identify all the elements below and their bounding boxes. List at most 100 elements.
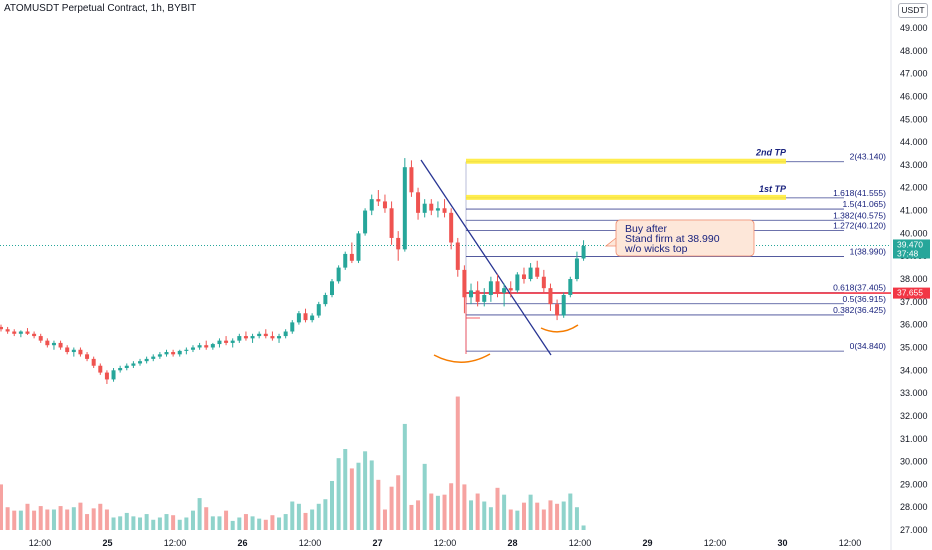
x-tick-label: 12:00	[299, 538, 322, 548]
candle-body	[574, 258, 579, 280]
candle-body	[555, 304, 560, 316]
volume-bar	[104, 509, 109, 530]
volume-bar	[449, 483, 454, 530]
candle-body	[138, 361, 143, 364]
y-tick-label: 42.000	[900, 183, 928, 193]
candle-body	[91, 358, 96, 366]
volume-bar	[508, 509, 513, 530]
candle-body	[164, 352, 169, 355]
candle-body	[376, 199, 381, 202]
x-tick-label: 12:00	[434, 538, 457, 548]
candle-body	[455, 242, 460, 270]
volume-bar	[257, 518, 262, 530]
candle-body	[250, 336, 255, 339]
volume-bar	[283, 514, 288, 530]
candle-body	[429, 203, 434, 211]
volume-bar	[396, 475, 401, 530]
candle-body	[171, 352, 176, 355]
x-tick-label: 25	[102, 538, 112, 548]
volume-bar	[515, 510, 520, 530]
candle-body	[502, 288, 507, 293]
volume-bar	[270, 515, 275, 530]
candle-body	[363, 210, 368, 234]
volume-bar	[204, 507, 209, 530]
candle-body	[336, 267, 341, 282]
candle-body	[263, 333, 268, 337]
x-tick-label: 12:00	[704, 538, 727, 548]
volume-bar	[91, 508, 96, 530]
fib-level-label: 1(38.990)	[850, 246, 887, 256]
candle-body	[521, 274, 526, 280]
candle-body	[151, 356, 156, 359]
candle-body	[442, 208, 447, 213]
volume-bar	[488, 507, 493, 530]
fib-level-label: 0.618(37.405)	[833, 283, 886, 293]
last-price-tag	[893, 239, 930, 259]
volume-bar	[382, 509, 387, 530]
y-tick-label: 27.000	[900, 525, 928, 535]
volume-bar	[124, 512, 129, 530]
volume-bar	[482, 501, 487, 530]
fib-level-label: 2(43.140)	[850, 152, 887, 162]
volume-bar	[210, 516, 215, 530]
volume-bar	[356, 462, 361, 530]
volume-bar	[18, 510, 23, 530]
candle-body	[65, 347, 70, 353]
y-tick-label: 41.000	[900, 206, 928, 216]
candle-body	[210, 344, 215, 348]
callout-box	[615, 219, 755, 257]
candle-body	[290, 322, 295, 332]
volume-bar	[389, 486, 394, 530]
x-tick-label: 30	[777, 538, 787, 548]
fib-level-label: 0(34.840)	[850, 341, 887, 351]
volume-bar	[45, 509, 50, 530]
volume-bar	[98, 503, 103, 530]
volume-bar	[323, 499, 328, 530]
candle-body	[541, 276, 546, 289]
candle-body	[581, 245, 586, 259]
volume-bar	[290, 501, 295, 530]
x-tick-label: 28	[507, 538, 517, 548]
candle-body	[71, 349, 76, 353]
tp-band	[466, 194, 786, 200]
candle-body	[0, 326, 3, 330]
y-tick-label: 45.000	[900, 114, 928, 124]
candle-body	[118, 368, 123, 371]
currency-button[interactable]: USDT	[898, 3, 928, 18]
volume-bar	[363, 451, 368, 530]
volume-bar	[581, 525, 586, 530]
volume-bar	[197, 498, 202, 530]
candle-body	[51, 342, 56, 346]
volume-bar	[184, 517, 189, 530]
tp-label: 1st TP	[759, 184, 787, 194]
volume-bar	[38, 506, 43, 530]
candle-body	[157, 354, 162, 357]
volume-bar	[5, 507, 10, 530]
y-tick-label: 36.000	[900, 320, 928, 330]
candle-body	[382, 201, 387, 209]
volume-bar	[435, 495, 440, 530]
volume-bar	[462, 484, 467, 530]
y-tick-label: 31.000	[900, 434, 928, 444]
candle-body	[217, 340, 222, 345]
candle-body	[488, 281, 493, 295]
candle-body	[257, 333, 262, 337]
y-tick-label: 33.000	[900, 388, 928, 398]
y-tick-label: 32.000	[900, 411, 928, 421]
candle-body	[303, 313, 308, 321]
candle-body	[422, 203, 427, 213]
volume-bar	[118, 516, 123, 530]
fib-level-label: 1.382(40.575)	[833, 210, 886, 220]
candle-body	[177, 350, 182, 355]
stop-price-value: 37.655	[897, 288, 923, 298]
callout-text: w/o wicks top	[624, 243, 688, 255]
candle-body	[184, 349, 189, 351]
x-tick-label: 12:00	[569, 538, 592, 548]
volume-bar	[561, 501, 566, 530]
chart-title: ATOMUSDT Perpetual Contract, 1h, BYBIT	[4, 3, 197, 14]
volume-bar	[310, 509, 315, 530]
candle-body	[78, 349, 83, 355]
candle-body	[343, 253, 348, 268]
